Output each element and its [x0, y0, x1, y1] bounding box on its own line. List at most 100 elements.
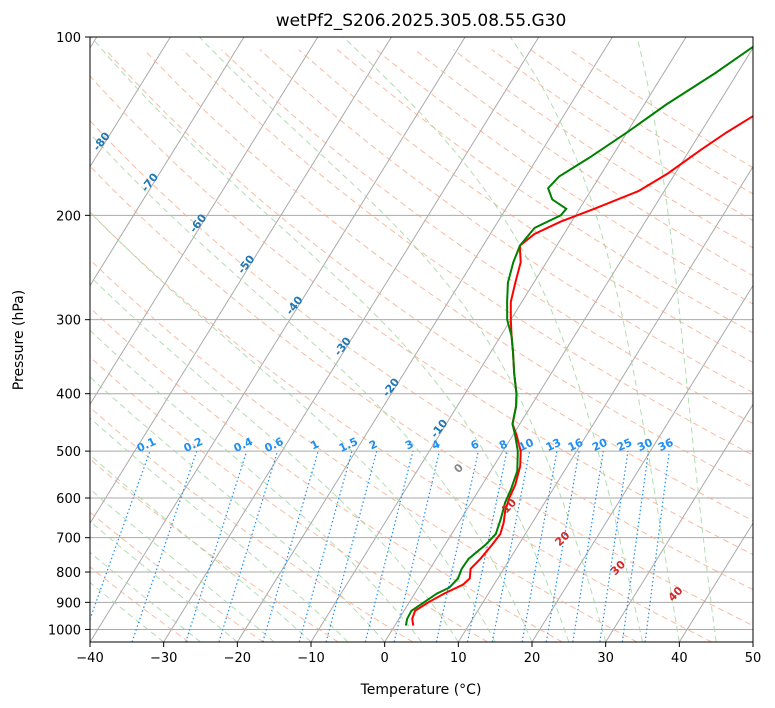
mixing-ratio-line — [262, 450, 319, 642]
x-tick-label: −10 — [297, 651, 324, 666]
x-tick-label: 10 — [450, 651, 467, 666]
mixing-ratio-label: 13 — [544, 436, 563, 454]
x-tick-label: 40 — [671, 651, 688, 666]
background-lines — [90, 37, 753, 642]
dry-adiabat-line — [90, 566, 190, 642]
isotherm-line — [605, 403, 753, 642]
mixing-ratio-line — [218, 450, 279, 642]
mixing-ratio-line — [521, 450, 558, 642]
dry-adiabat-line — [90, 120, 753, 591]
y-tick-label: 700 — [56, 532, 81, 547]
moist-adiabat-line — [636, 37, 717, 642]
moist-adiabat-line — [199, 37, 607, 642]
mixing-ratio-label: 0.1 — [135, 435, 158, 455]
moist-adiabat-line — [509, 37, 680, 642]
isotherm-line — [236, 37, 613, 642]
wet-bulb-label: 0 — [452, 461, 467, 476]
wet-bulb-label: 40 — [666, 584, 686, 604]
dry-adiabat-line — [104, 49, 753, 522]
isotherm-label: -20 — [380, 375, 403, 399]
mixing-ratio-line — [466, 450, 508, 642]
dry-adiabat-line — [414, 49, 753, 277]
y-tick-label: 100 — [56, 31, 81, 46]
dry-adiabat-line — [259, 49, 753, 394]
mixing-ratio-label: 25 — [615, 436, 634, 454]
mixing-ratio-line — [393, 450, 441, 642]
isotherm-line — [90, 37, 171, 168]
isotherm-label: -50 — [235, 252, 258, 276]
mixing-ratio-label: 16 — [566, 436, 586, 454]
y-tick-label: 300 — [56, 314, 81, 329]
mixing-ratio-line — [545, 451, 580, 642]
mixing-ratio-label: 0.6 — [262, 435, 285, 455]
isotherm-label: -40 — [283, 293, 306, 317]
isotherm-label: -80 — [90, 129, 113, 153]
mixing-ratio-line — [491, 450, 531, 642]
dry-adiabat-line — [143, 49, 753, 489]
x-tick-label: 0 — [381, 651, 389, 666]
mixing-ratio-label: 1 — [308, 437, 320, 452]
dry-adiabat-line — [90, 75, 753, 556]
x-tick-label: −40 — [76, 651, 103, 666]
mixing-ratio-label: 2 — [367, 437, 379, 452]
dry-adiabat-line — [220, 49, 753, 425]
y-tick-label: 800 — [56, 566, 81, 581]
mixing-ratio-line — [185, 450, 248, 642]
y-tick-label: 600 — [56, 492, 81, 507]
plot-frame — [89, 36, 754, 643]
isotherm-label: -10 — [428, 417, 451, 441]
x-tick-label: −30 — [150, 651, 177, 666]
dry-adiabat-line — [491, 49, 753, 222]
mixing-ratio-label: 30 — [635, 436, 655, 454]
y-axis-label: Pressure (hPa) — [11, 290, 27, 390]
y-tick-label: 400 — [56, 388, 81, 403]
dry-adiabat-line — [90, 307, 563, 642]
mixing-ratio-line — [435, 450, 479, 642]
moist-adiabat-line — [90, 488, 275, 642]
mixing-ratio-line — [644, 451, 670, 642]
moist-adiabat-line — [91, 37, 570, 642]
dry-adiabat-line — [90, 165, 753, 627]
moist-adiabat-line — [343, 37, 643, 642]
mixing-ratio-label: 4 — [430, 437, 443, 452]
dry-adiabat-line — [336, 49, 753, 334]
mixing-ratio-line — [298, 450, 353, 642]
x-tick-label: −20 — [224, 651, 251, 666]
isotherm-line — [384, 46, 753, 642]
x-tick-label: 50 — [745, 651, 762, 666]
mixing-ratio-label: 0.4 — [232, 435, 255, 455]
moist-adiabat-line — [90, 275, 459, 642]
wet-bulb-label: 20 — [552, 529, 572, 549]
mixing-ratio-label: 36 — [656, 436, 676, 454]
moist-adiabat-line — [90, 551, 201, 642]
dry-adiabat-line — [90, 211, 712, 642]
isotherm-label: -100 — [0, 44, 19, 74]
mixing-ratio-line — [90, 450, 151, 621]
isotherm-line — [90, 37, 245, 287]
isotherm-line — [90, 37, 319, 406]
mixing-ratio-label: 1.5 — [337, 435, 360, 455]
moist-adiabat-line — [90, 132, 533, 642]
mixing-ratio-label: 8 — [497, 437, 509, 452]
mixing-ratio-label: 10 — [516, 436, 536, 454]
mixing-ratio-line — [572, 451, 604, 642]
mixing-ratio-label: 20 — [590, 436, 610, 454]
mixing-ratio-label: 6 — [469, 437, 482, 452]
dry-adiabat-line — [90, 511, 264, 642]
dry-adiabat-line — [90, 356, 488, 642]
dry-adiabat-line — [90, 406, 414, 642]
moist-adiabat-line — [90, 520, 238, 642]
dry-adiabat-line — [569, 49, 753, 169]
x-tick-label: 20 — [524, 651, 541, 666]
isotherm-line — [163, 37, 540, 642]
isotherm-line — [90, 37, 466, 642]
mixing-ratio-line — [364, 450, 414, 642]
dry-adiabat-line — [298, 49, 753, 363]
y-tick-label: 1000 — [48, 623, 81, 638]
isotherm-line — [678, 522, 753, 642]
line-labels: -100-90-80-70-60-50-40-30-20-100.1 0.2 0.4… — [0, 44, 686, 604]
isotherm-line — [457, 165, 753, 642]
dry-adiabat-line — [90, 458, 339, 642]
y-tick-label: 500 — [56, 445, 81, 460]
